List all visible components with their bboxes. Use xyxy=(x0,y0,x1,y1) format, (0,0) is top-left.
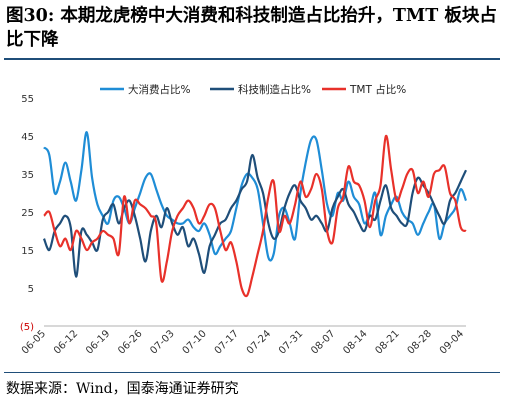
legend: 大消费占比% 科技制造占比% TMT 占比% xyxy=(100,83,406,96)
figure-title-text: 本期龙虎榜中大消费和科技制造占比抬升，TMT 板块占比下降 xyxy=(6,6,497,50)
figure-title: 图30: 本期龙虎榜中大消费和科技制造占比抬升，TMT 板块占比下降 xyxy=(6,4,500,52)
x-tick-label: 06-26 xyxy=(116,328,144,356)
series-lines xyxy=(42,131,468,298)
series-line-3 xyxy=(43,134,467,298)
x-tick-label: 06-12 xyxy=(52,328,80,356)
top-rule xyxy=(4,58,500,60)
y-tick-label: 35 xyxy=(21,170,34,181)
x-tick-label: 07-03 xyxy=(148,328,176,356)
y-tick-label: 5 xyxy=(28,284,34,295)
y-tick-label: 55 xyxy=(21,94,34,105)
figure-number: 图30: xyxy=(6,6,55,26)
series-line-2 xyxy=(42,153,467,278)
x-tick-label: 08-07 xyxy=(309,328,337,356)
x-tick-label: 07-31 xyxy=(277,328,305,356)
y-tick-label: 15 xyxy=(21,246,34,257)
x-tick-label: 08-28 xyxy=(406,328,434,356)
legend-label: 科技制造占比% xyxy=(238,83,311,96)
x-tick-label: 07-10 xyxy=(181,328,209,356)
x-axis: 06-05 06-12 06-19 06-26 07-03 07-10 07-17 07-24… xyxy=(20,325,466,357)
legend-label: 大消费占比% xyxy=(128,83,190,96)
bottom-rule xyxy=(4,372,500,373)
y-axis: (5) 5 15 25 35 45 55 xyxy=(20,94,34,333)
x-tick-label: 07-24 xyxy=(245,328,273,356)
x-tick-label: 07-17 xyxy=(213,328,241,356)
y-tick-label: 45 xyxy=(21,132,34,143)
x-tick-label: 08-21 xyxy=(373,328,401,356)
line-chart: 大消费占比% 科技制造占比% TMT 占比% (5) 5 15 25 35 45 55 06-0… xyxy=(20,83,468,357)
x-tick-label: 06-19 xyxy=(84,328,112,356)
x-tick-label: 09-04 xyxy=(438,328,466,356)
source-note: 数据来源：Wind，国泰海通证券研究 xyxy=(6,381,239,397)
y-tick-label: (5) xyxy=(20,322,34,333)
series-line-1 xyxy=(43,131,468,262)
legend-label: TMT 占比% xyxy=(349,83,406,96)
y-tick-label: 25 xyxy=(21,208,34,219)
x-tick-label: 08-14 xyxy=(341,328,369,356)
